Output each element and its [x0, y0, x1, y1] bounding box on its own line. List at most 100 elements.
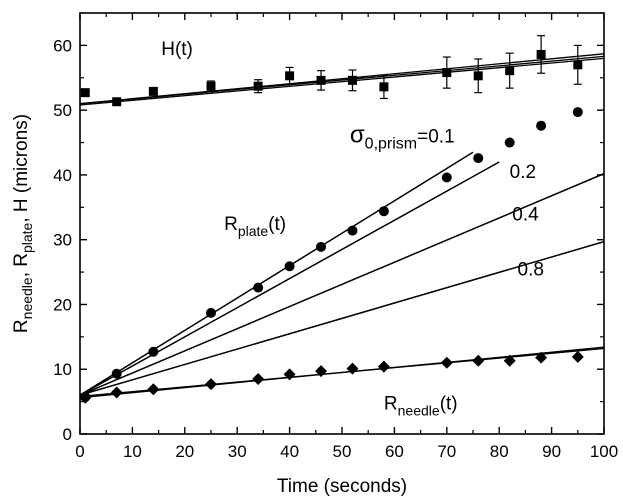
diamond-marker: [110, 386, 123, 399]
diamond-marker: [346, 362, 359, 375]
circle-marker: [441, 172, 452, 183]
annotations: H(t)σ0,prism=0.10.20.40.8Rplate(t)Rneedl…: [161, 39, 544, 418]
square-marker: [379, 82, 389, 92]
circle-marker: [206, 307, 216, 318]
diamond-marker: [503, 354, 516, 367]
annotation-subscript: needle: [398, 402, 440, 418]
y-axis-title-subscript: needle: [19, 277, 35, 319]
diamond-marker: [252, 372, 265, 385]
x-tick-label: 30: [228, 442, 247, 461]
x-tick-label: 40: [280, 442, 299, 461]
annotation-Rplate: Rplate(t): [224, 214, 286, 239]
annotation-Rneedle: Rneedle(t): [384, 393, 458, 418]
x-tick-label: 70: [437, 442, 456, 461]
square-marker: [505, 66, 515, 76]
y-axis-title-part: , R: [11, 253, 32, 277]
annotation-subscript: 0,prism: [365, 136, 417, 153]
tick-labels: 0 10 20 30 40 50 60 70 80 90 100 0 10 20 30 40 50 60: [53, 36, 618, 461]
square-marker: [473, 71, 483, 81]
x-tick-label: 50: [333, 442, 352, 461]
axis-ticks: [79, 12, 605, 435]
y-axis-title: Rneedle, Rplate, H (microns): [11, 114, 35, 333]
square-marker: [347, 75, 357, 85]
circle-marker: [536, 120, 547, 131]
diamond-marker: [377, 360, 390, 373]
annotation-text: R: [224, 214, 238, 235]
square-marker: [285, 71, 295, 81]
fit-line-plate: [79, 240, 605, 396]
fit-line-plate: [79, 172, 605, 396]
diamond-marker: [571, 350, 584, 363]
fit-line-H: [79, 55, 605, 105]
annotation-v08: 0.8: [518, 259, 544, 280]
x-tick-label: 90: [542, 442, 561, 461]
circle-marker: [284, 261, 295, 272]
x-tick-label: 20: [175, 442, 194, 461]
circle-marker: [378, 206, 389, 217]
diamond-marker: [535, 351, 548, 364]
annotation-text: 0.2: [510, 162, 536, 183]
data-markers: [79, 49, 584, 404]
circle-marker: [572, 107, 583, 118]
square-marker: [253, 81, 263, 91]
x-tick-label: 0: [75, 442, 84, 461]
diamond-marker: [315, 365, 328, 378]
annotation-text: σ: [350, 122, 365, 149]
square-marker: [112, 97, 122, 107]
annotation-text: 0.4: [512, 204, 539, 225]
diamond-marker: [205, 378, 217, 391]
annotation-v02: 0.2: [510, 162, 536, 183]
circle-marker: [316, 241, 327, 252]
annotation-subscript: plate: [238, 223, 269, 239]
diamond-marker: [440, 356, 453, 369]
annotation-H: H(t): [161, 39, 193, 60]
annotation-v04: 0.4: [512, 204, 539, 225]
fit-line-plate: [79, 161, 500, 396]
y-tick-label: 30: [53, 231, 72, 250]
y-tick-label: 50: [53, 101, 72, 120]
y-axis-title-part: , H (microns): [11, 114, 32, 223]
annotation-tail: (t): [440, 393, 458, 414]
circle-marker: [347, 225, 358, 236]
annotation-tail: =0.1: [417, 127, 455, 148]
annotation-sigma: σ0,prism=0.1: [350, 122, 455, 153]
fit-line-plate: [79, 151, 474, 396]
y-axis-title-subscript: plate: [19, 222, 35, 253]
fit-lines: [79, 53, 605, 399]
square-marker: [536, 49, 546, 59]
fit-line-H: [79, 57, 605, 106]
y-axis-title-part: R: [11, 319, 32, 333]
annotation-text: H(t): [161, 39, 193, 60]
y-tick-label: 10: [53, 360, 72, 379]
y-tick-label: 0: [63, 425, 72, 444]
y-tick-label: 40: [53, 166, 72, 185]
circle-marker: [148, 346, 159, 357]
x-tick-label: 10: [123, 442, 142, 461]
x-tick-label: 60: [385, 442, 404, 461]
square-marker: [316, 75, 326, 85]
diamond-marker: [79, 391, 92, 404]
annotation-tail: (t): [268, 214, 286, 235]
y-tick-label: 60: [53, 36, 72, 55]
circle-marker: [111, 368, 122, 379]
square-marker: [442, 68, 452, 78]
diamond-marker: [283, 368, 296, 381]
x-axis-title: Time (seconds): [277, 476, 407, 497]
square-marker: [148, 86, 158, 96]
annotation-text: R: [384, 393, 398, 414]
square-marker: [573, 60, 583, 70]
fit-line-needle: [79, 347, 605, 398]
circle-marker: [253, 282, 264, 293]
diamond-marker: [147, 383, 160, 396]
y-tick-label: 20: [53, 295, 72, 314]
annotation-text: 0.8: [518, 259, 544, 280]
circle-marker: [504, 137, 515, 148]
square-marker: [80, 88, 90, 98]
diamond-marker: [472, 354, 485, 367]
square-marker: [206, 81, 216, 91]
x-tick-label: 80: [490, 442, 509, 461]
circle-marker: [473, 153, 484, 164]
x-tick-label: 100: [590, 442, 618, 461]
